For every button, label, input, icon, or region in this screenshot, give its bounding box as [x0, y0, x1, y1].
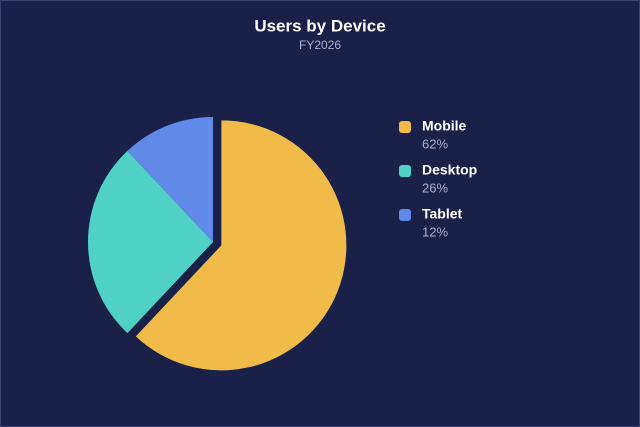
legend-swatch: [399, 209, 411, 221]
chart-subtitle: FY2026: [299, 38, 341, 52]
pie-slice: [127, 117, 213, 242]
legend-swatch: [399, 121, 411, 133]
pie-slice: [88, 150, 213, 334]
pie-slice: [135, 120, 347, 371]
legend-value: 26%: [422, 180, 448, 195]
legend-value: 62%: [422, 136, 448, 151]
legend-value: 12%: [422, 224, 448, 239]
legend-swatch: [399, 165, 411, 177]
legend-label: Tablet: [422, 206, 463, 222]
legend-label: Mobile: [422, 118, 467, 134]
legend-label: Desktop: [422, 162, 477, 178]
chart-title: Users by Device: [254, 16, 385, 35]
